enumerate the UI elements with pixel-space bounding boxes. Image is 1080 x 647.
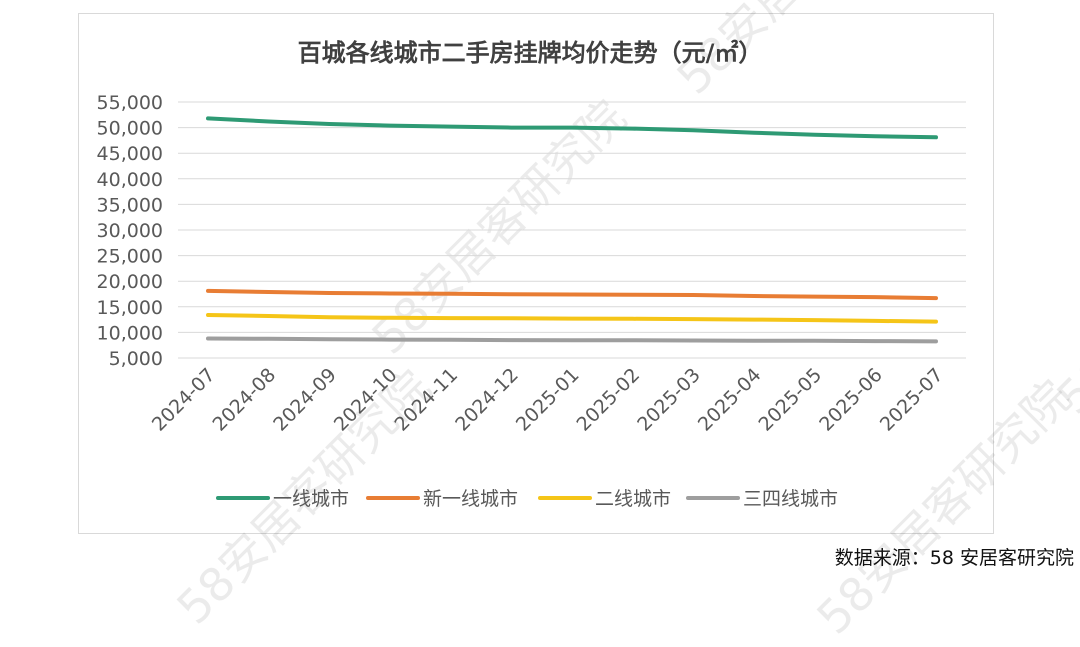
y-tick-label: 15,000 xyxy=(97,297,163,319)
x-tick-label: 2025-04 xyxy=(694,364,766,436)
source-note: 数据来源：58 安居客研究院 xyxy=(834,547,1074,569)
x-tick-label: 2024-12 xyxy=(451,364,523,436)
y-tick-label: 20,000 xyxy=(97,271,163,293)
chart-frame xyxy=(78,13,994,534)
y-tick-label: 35,000 xyxy=(97,194,163,216)
line-chart: 百城各线城市二手房挂牌均价走势（元/㎡） 5,000 10,000 15,000 20… xyxy=(97,39,966,510)
x-tick-label: 2025-01 xyxy=(512,364,584,436)
y-tick-label: 30,000 xyxy=(97,220,163,242)
x-tick-label: 2024-08 xyxy=(209,364,281,436)
y-tick-label: 5,000 xyxy=(109,348,163,370)
y-tick-label: 10,000 xyxy=(97,322,163,344)
x-tick-label: 2024-11 xyxy=(391,364,463,436)
x-tick-label: 2025-03 xyxy=(633,364,705,436)
y-axis-tick-labels: 5,000 10,000 15,000 20,000 25,000 30,000 35,00… xyxy=(97,92,163,370)
series-line xyxy=(206,336,938,344)
y-tick-label: 50,000 xyxy=(97,118,163,140)
chart-title: 百城各线城市二手房挂牌均价走势（元/㎡） xyxy=(298,39,763,67)
y-tick-label: 40,000 xyxy=(97,169,163,191)
legend-label: 新一线城市 xyxy=(423,488,518,510)
legend: 一线城市 新一线城市 二线城市 三四线城市 xyxy=(216,488,838,510)
series-line xyxy=(206,288,938,301)
y-tick-label: 55,000 xyxy=(97,92,163,114)
y-tick-label: 45,000 xyxy=(97,143,163,165)
x-tick-label: 2025-05 xyxy=(755,364,827,436)
x-tick-label: 2024-07 xyxy=(148,364,220,436)
x-tick-label: 2025-07 xyxy=(876,364,948,436)
legend-label: 三四线城市 xyxy=(743,488,838,510)
x-axis-tick-labels: 2024-072024-082024-092024-102024-112024-… xyxy=(148,364,948,436)
x-tick-label: 2025-06 xyxy=(815,364,887,436)
legend-label: 一线城市 xyxy=(273,488,349,510)
series-line xyxy=(206,116,938,140)
x-tick-label: 2024-09 xyxy=(269,364,341,436)
series-line xyxy=(206,313,938,324)
series-lines xyxy=(206,116,938,344)
x-tick-label: 2024-10 xyxy=(330,364,402,436)
x-tick-label: 2025-02 xyxy=(573,364,645,436)
y-tick-label: 25,000 xyxy=(97,246,163,268)
legend-label: 二线城市 xyxy=(595,488,671,510)
